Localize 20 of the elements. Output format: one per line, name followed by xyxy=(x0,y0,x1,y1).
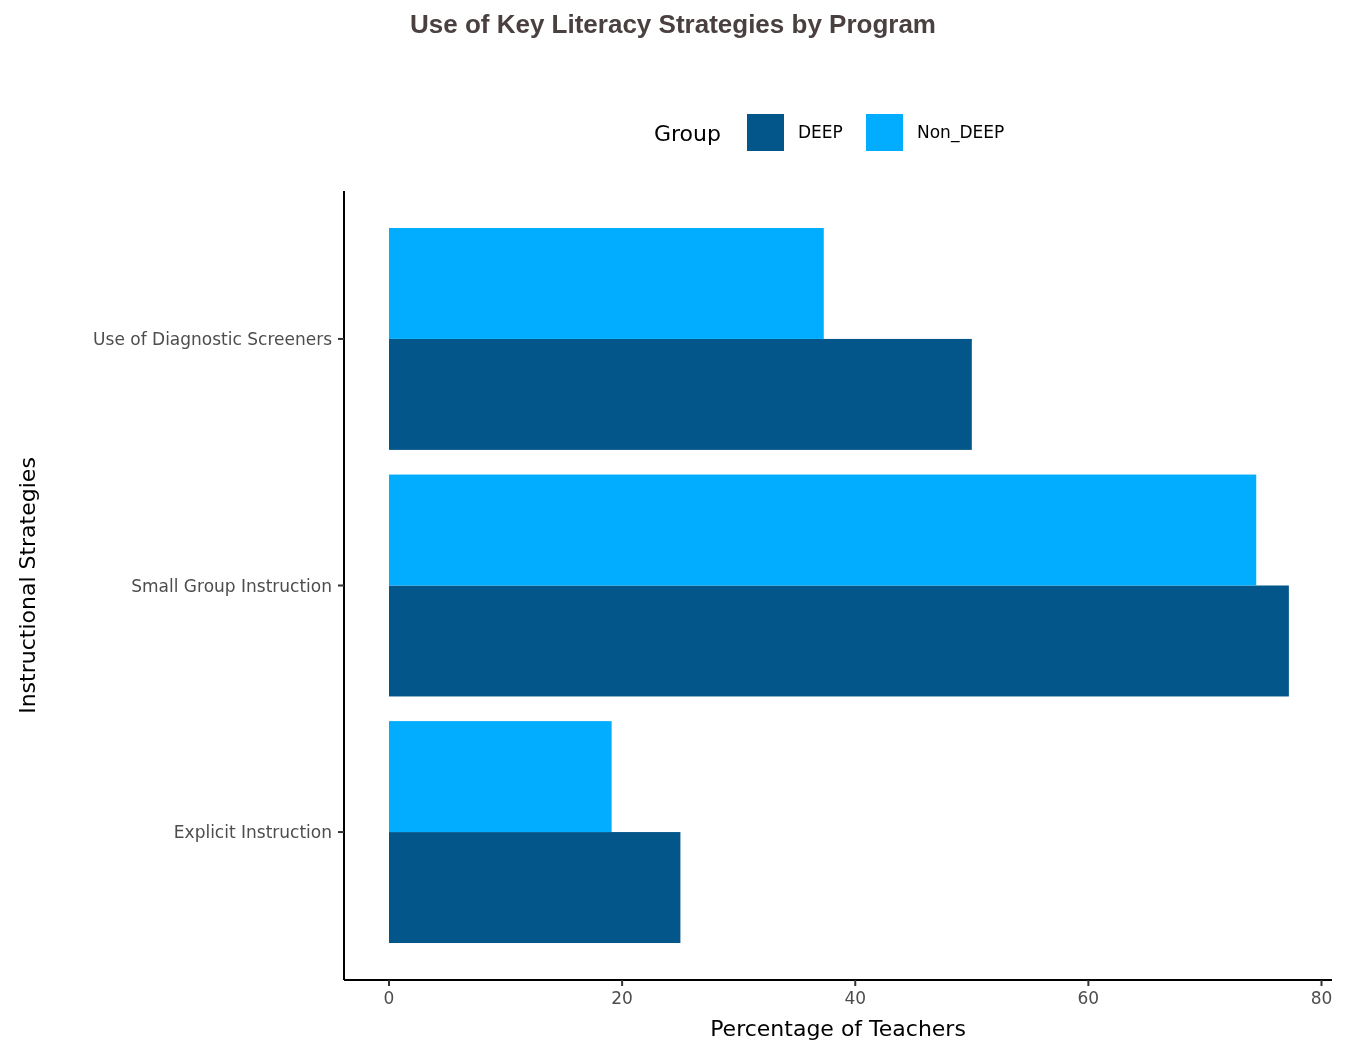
chart-title: Use of Key Literacy Strategies by Program xyxy=(410,9,936,39)
y-tick-label: Use of Diagnostic Screeners xyxy=(93,328,333,349)
legend-title: Group xyxy=(654,121,721,146)
bar xyxy=(388,721,612,833)
y-tick-label: Explicit Instruction xyxy=(173,822,332,843)
bar xyxy=(388,585,1289,697)
bar xyxy=(388,227,824,339)
y-tick-label: Small Group Instruction xyxy=(131,575,332,596)
x-tick-label: 0 xyxy=(383,988,395,1008)
x-tick-label: 80 xyxy=(1310,988,1333,1008)
legend-label: DEEP xyxy=(798,122,843,142)
legend-label: Non_DEEP xyxy=(917,122,1005,143)
y-axis-title: Instructional Strategies xyxy=(15,457,40,714)
bar xyxy=(388,338,972,450)
x-tick-label: 20 xyxy=(611,988,633,1008)
bar xyxy=(388,832,681,944)
x-tick-label: 60 xyxy=(1077,988,1100,1008)
x-axis-title: Percentage of Teachers xyxy=(710,1016,966,1041)
bar xyxy=(388,474,1257,586)
x-tick-label: 40 xyxy=(844,988,867,1008)
